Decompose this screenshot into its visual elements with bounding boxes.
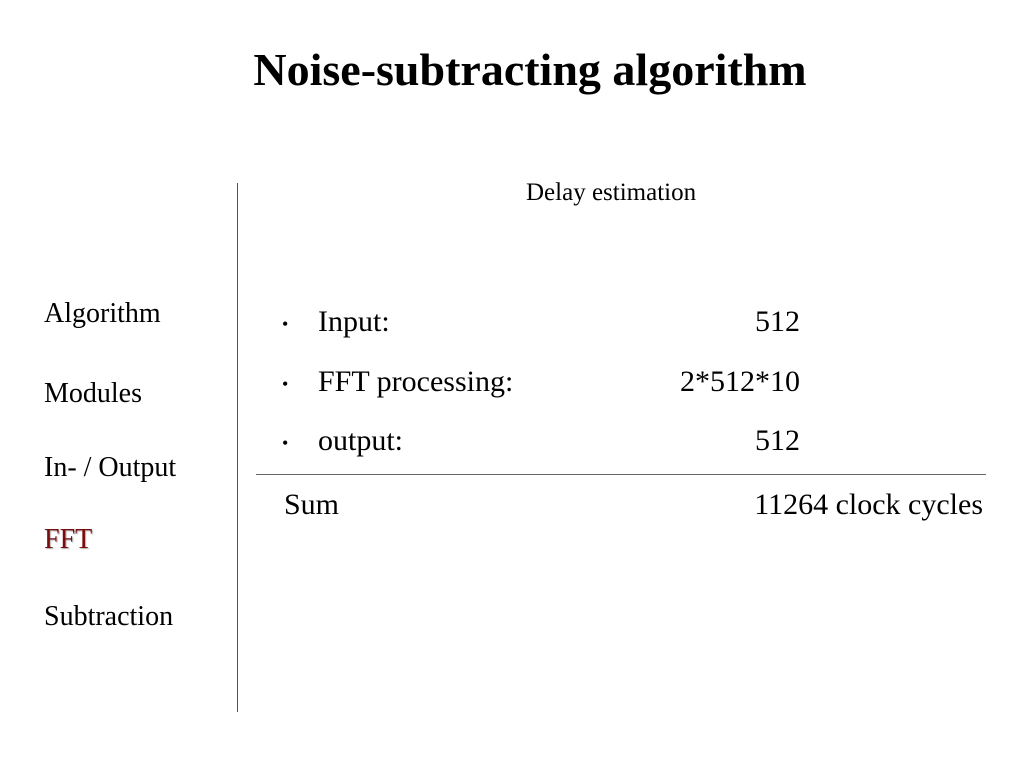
bullet: •: [282, 314, 289, 334]
item-value: 512: [755, 305, 800, 338]
nav-item-active[interactable]: FFT: [44, 524, 93, 555]
item-label: Input:: [318, 305, 390, 338]
sum-value: 11264 clock cycles: [754, 488, 983, 521]
nav-item[interactable]: Modules: [44, 378, 142, 409]
item-label: FFT processing:: [318, 365, 514, 398]
title: Noise-subtracting algorithm: [253, 44, 807, 95]
item-value: 2*512*10: [680, 365, 800, 398]
item-value: 512: [755, 424, 800, 457]
bullet: •: [282, 433, 289, 453]
subtitle: Delay estimation: [526, 179, 697, 206]
bullet: •: [282, 374, 289, 394]
nav-item[interactable]: In- / Output: [44, 452, 177, 483]
nav-item[interactable]: Algorithm: [44, 298, 161, 329]
item-label: output:: [318, 424, 404, 457]
rule: [256, 474, 986, 475]
divider: [237, 183, 238, 712]
nav-item[interactable]: Subtraction: [44, 601, 174, 632]
sum-label: Sum: [284, 488, 340, 521]
